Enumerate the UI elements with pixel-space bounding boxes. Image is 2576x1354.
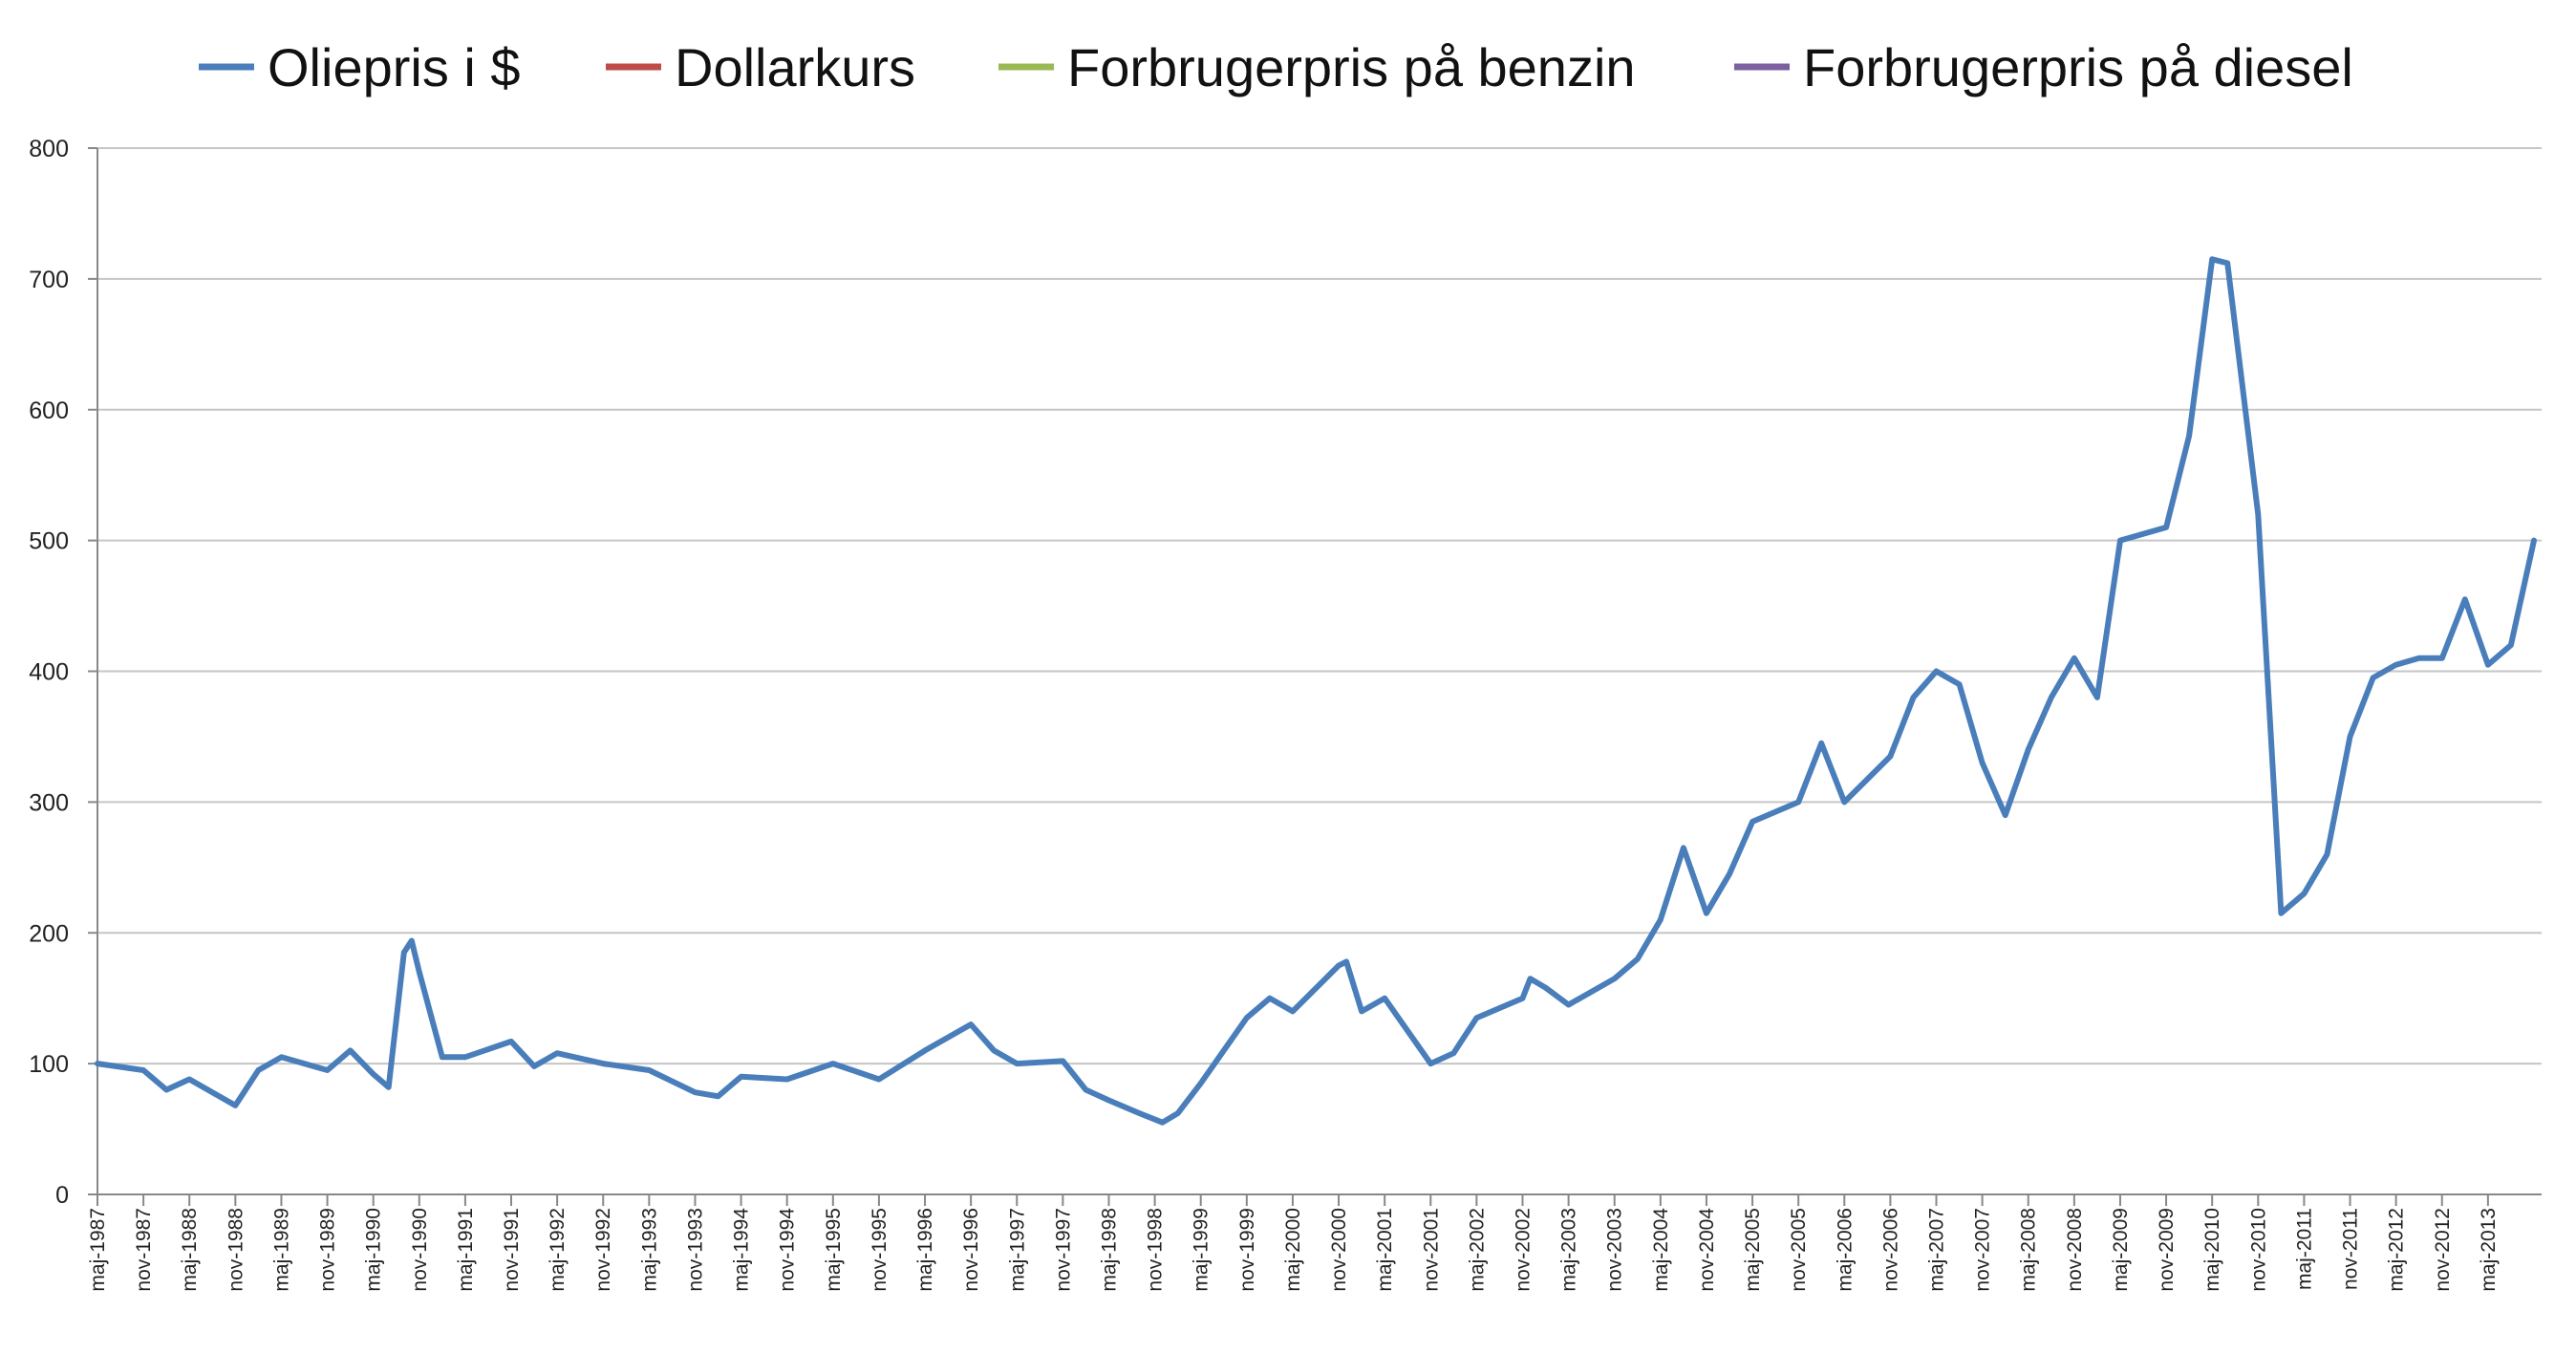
- x-tick-label: nov-1996: [960, 1208, 982, 1292]
- x-tick-label: nov-1988: [225, 1208, 247, 1292]
- x-tick-label: nov-2011: [2340, 1208, 2362, 1290]
- x-tick-label: maj-2011: [2293, 1208, 2315, 1290]
- x-tick-label: nov-1995: [869, 1208, 891, 1292]
- x-tick-label: nov-2000: [1328, 1208, 1350, 1292]
- legend-label-oliepris: Oliepris i $: [268, 37, 521, 97]
- legend-item-dollarkurs: Dollarkurs: [606, 37, 915, 97]
- legend: Oliepris i $ Dollarkurs Forbrugerpris på…: [199, 37, 2353, 97]
- x-tick-label: maj-1996: [914, 1208, 936, 1292]
- y-tick-label: 700: [29, 267, 69, 293]
- x-tick-label: maj-1993: [638, 1208, 660, 1292]
- x-tick-label: maj-1997: [1006, 1208, 1028, 1292]
- legend-label-benzin: Forbrugerpris på benzin: [1067, 37, 1636, 97]
- series-group: [95, 256, 2537, 1126]
- x-tick-label: maj-1990: [363, 1208, 385, 1292]
- x-tick-label: nov-1998: [1145, 1208, 1167, 1292]
- y-tick-label: 500: [29, 528, 69, 555]
- x-tick-label: maj-2013: [2478, 1208, 2500, 1292]
- x-tick-label: maj-2000: [1282, 1208, 1304, 1292]
- y-axis: 0 100 200 300 400 500 600 700 800: [29, 136, 98, 1209]
- x-tick-label: maj-2002: [1466, 1208, 1488, 1292]
- x-tick-label: nov-2002: [1512, 1208, 1534, 1292]
- x-tick-label: nov-2007: [1972, 1208, 1994, 1292]
- x-tick-label: maj-1991: [455, 1208, 477, 1292]
- x-tick-label: nov-1991: [501, 1208, 523, 1292]
- x-tick-label: maj-2010: [2201, 1208, 2223, 1292]
- x-tick-label: maj-1998: [1098, 1208, 1120, 1292]
- x-axis: maj-1987 nov-1987 maj-1988 nov-1988 maj-1989…: [87, 1193, 2542, 1292]
- x-tick-label: nov-1993: [684, 1208, 706, 1292]
- x-tick-label: maj-1987: [87, 1208, 109, 1292]
- x-tick-label: nov-2004: [1696, 1208, 1718, 1292]
- x-tick-label: maj-1994: [731, 1208, 753, 1292]
- x-tick-label: maj-1999: [1191, 1208, 1213, 1292]
- x-tick-label: nov-1999: [1236, 1208, 1258, 1292]
- legend-label-diesel: Forbrugerpris på diesel: [1803, 37, 2353, 97]
- y-tick-label: 100: [29, 1051, 69, 1078]
- y-tick-label: 600: [29, 398, 69, 424]
- x-tick-label: maj-2009: [2110, 1208, 2132, 1292]
- x-tick-label: maj-2004: [1650, 1208, 1672, 1292]
- x-tick-label: nov-2006: [1879, 1208, 1901, 1292]
- x-tick-label: nov-2010: [2247, 1208, 2269, 1292]
- x-tick-label: maj-1989: [270, 1208, 292, 1292]
- y-tick-label: 300: [29, 789, 69, 816]
- x-tick-label: maj-2006: [1834, 1208, 1856, 1292]
- legend-item-diesel: Forbrugerpris på diesel: [1734, 37, 2353, 97]
- x-tick-label: nov-2003: [1604, 1208, 1626, 1292]
- legend-label-dollarkurs: Dollarkurs: [675, 37, 915, 97]
- x-tick-label: maj-1992: [547, 1208, 569, 1292]
- legend-item-oliepris: Oliepris i $: [199, 37, 521, 97]
- x-tick-label: maj-2005: [1742, 1208, 1764, 1292]
- x-tick-label: maj-1995: [823, 1208, 845, 1292]
- grid: [97, 147, 2542, 1065]
- x-tick-label: nov-1989: [317, 1208, 339, 1292]
- x-tick-label: nov-1992: [592, 1208, 614, 1292]
- x-tick-label: nov-2012: [2432, 1208, 2454, 1292]
- x-tick-label: maj-1988: [179, 1208, 201, 1292]
- x-tick-label: nov-2009: [2156, 1208, 2178, 1292]
- x-tick-label: nov-1990: [409, 1208, 431, 1292]
- x-tick-label: nov-1997: [1052, 1208, 1074, 1292]
- x-tick-label: maj-2008: [2018, 1208, 2040, 1292]
- y-tick-label: 200: [29, 920, 69, 947]
- x-tick-label: maj-2012: [2386, 1208, 2408, 1292]
- x-tick-label: nov-1994: [777, 1208, 799, 1292]
- y-tick-label: 0: [55, 1182, 69, 1209]
- x-tick-label: nov-2005: [1788, 1208, 1810, 1292]
- series-line-0: [95, 256, 2537, 1126]
- x-tick-label: nov-1987: [133, 1208, 155, 1292]
- x-tick-label: nov-2001: [1420, 1208, 1442, 1292]
- y-tick-label: 400: [29, 659, 69, 686]
- x-tick-label: maj-2007: [1926, 1208, 1948, 1292]
- x-tick-label: nov-2008: [2064, 1208, 2086, 1292]
- legend-item-benzin: Forbrugerpris på benzin: [998, 37, 1636, 97]
- y-tick-label: 800: [29, 136, 69, 162]
- x-tick-label: maj-2003: [1558, 1208, 1580, 1292]
- x-tick-label: maj-2001: [1374, 1208, 1396, 1292]
